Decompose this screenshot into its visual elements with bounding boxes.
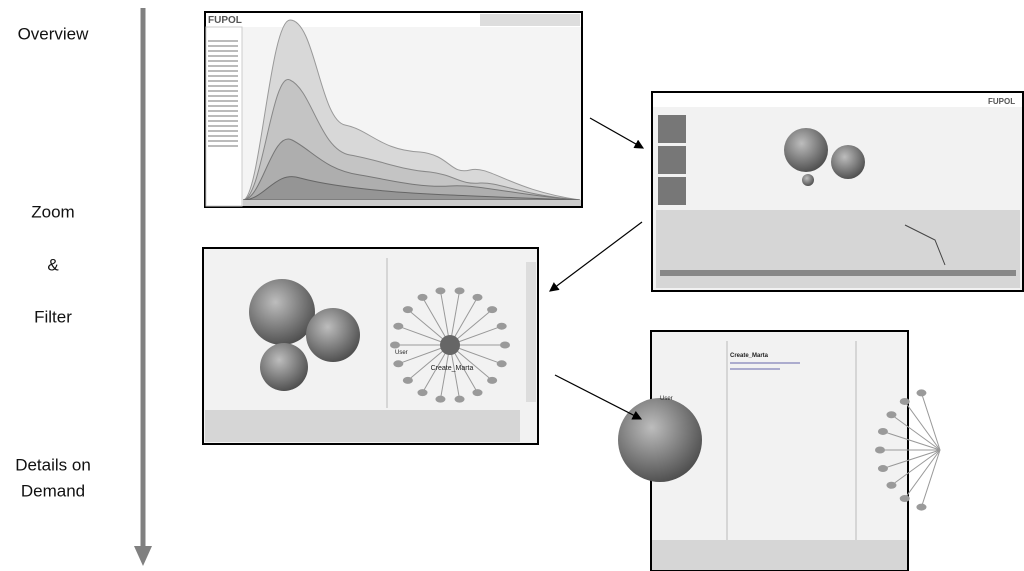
logo: FUPOL — [988, 97, 1015, 106]
connector — [555, 375, 641, 419]
bird-icon — [473, 294, 483, 301]
sidebar-row — [208, 130, 238, 132]
sidebar-row — [208, 100, 238, 102]
button — [658, 146, 686, 174]
sidebar-row — [208, 70, 238, 72]
timeline-bar — [660, 270, 1016, 276]
sidebar-row — [208, 120, 238, 122]
bird-icon — [393, 323, 403, 330]
bird-icon — [435, 287, 445, 294]
stage-label: Demand — [21, 481, 85, 500]
bird-icon — [403, 306, 413, 313]
side-toolbar — [526, 262, 536, 402]
sidebar-row — [208, 85, 238, 87]
sidebar-row — [208, 140, 238, 142]
screenshot-filter: Create_Marta User — [203, 248, 538, 444]
timeline — [652, 540, 907, 570]
bird-icon — [473, 389, 483, 396]
bubble — [802, 174, 814, 186]
bird-icon — [497, 323, 507, 330]
time-axis — [243, 200, 581, 206]
node-label: Create_Marta — [431, 365, 474, 372]
bird-icon — [487, 306, 497, 313]
figure: Overview Zoom & Filter Details on Demand… — [0, 0, 1024, 571]
screenshot-zoom: FUPOL — [652, 92, 1023, 291]
progress-arrow-head — [134, 546, 152, 566]
sidebar-row — [208, 40, 238, 42]
timeline — [656, 210, 1020, 288]
sidebar-row — [208, 45, 238, 47]
stage-label: Overview — [18, 24, 90, 43]
bubble — [618, 398, 702, 482]
bird-icon — [900, 398, 910, 405]
bird-icon — [916, 389, 926, 396]
timeline — [205, 410, 520, 442]
bird-icon — [418, 389, 428, 396]
bird-icon — [418, 294, 428, 301]
node-label: User — [660, 396, 673, 402]
bird-icon — [497, 360, 507, 367]
connector — [590, 118, 643, 148]
bird-icon — [916, 504, 926, 511]
sidebar-row — [208, 145, 238, 147]
bubble — [831, 145, 865, 179]
connector — [550, 222, 642, 291]
button — [658, 177, 686, 205]
stage-label: Details on — [15, 455, 91, 474]
bird-icon — [455, 396, 465, 403]
sidebar-row — [208, 105, 238, 107]
sidebar-row — [208, 65, 238, 67]
bird-icon — [900, 495, 910, 502]
edge — [921, 450, 940, 507]
sidebar-row — [208, 50, 238, 52]
bubble — [306, 308, 360, 362]
detail-title: Create_Marta — [730, 353, 769, 359]
toolbar — [653, 93, 1022, 107]
bubble — [784, 128, 828, 172]
minimap — [480, 14, 580, 26]
bird-icon — [878, 428, 888, 435]
sidebar-row — [208, 80, 238, 82]
sidebar-row — [208, 60, 238, 62]
edge — [905, 450, 940, 499]
sidebar-row — [208, 125, 238, 127]
button — [658, 115, 686, 143]
sidebar-row — [208, 90, 238, 92]
bird-icon — [875, 447, 885, 454]
bird-icon — [886, 482, 896, 489]
bird-icon — [403, 377, 413, 384]
bird-icon — [390, 342, 400, 349]
sidebar-row — [208, 55, 238, 57]
logo: FUPOL — [208, 15, 242, 26]
sidebar-row — [208, 110, 238, 112]
bird-icon — [500, 342, 510, 349]
screenshot-overview: FUPOL — [205, 12, 582, 207]
bird-icon — [455, 287, 465, 294]
bird-icon — [435, 396, 445, 403]
screenshot-details: Create_Marta User — [618, 331, 940, 571]
bubble — [249, 279, 315, 345]
user-icon — [440, 335, 460, 355]
sidebar-row — [208, 115, 238, 117]
stage-label: Filter — [34, 307, 72, 326]
node-label: User — [395, 350, 408, 356]
sidebar-row — [208, 135, 238, 137]
bird-icon — [487, 377, 497, 384]
edge — [921, 393, 940, 450]
sidebar-row — [208, 95, 238, 97]
bird-icon — [886, 411, 896, 418]
stage-label: Zoom — [31, 202, 74, 221]
bird-icon — [393, 360, 403, 367]
sidebar-row — [208, 75, 238, 77]
bird-icon — [878, 465, 888, 472]
stage-label: & — [47, 255, 59, 274]
edge — [905, 401, 940, 450]
bubble — [260, 343, 308, 391]
